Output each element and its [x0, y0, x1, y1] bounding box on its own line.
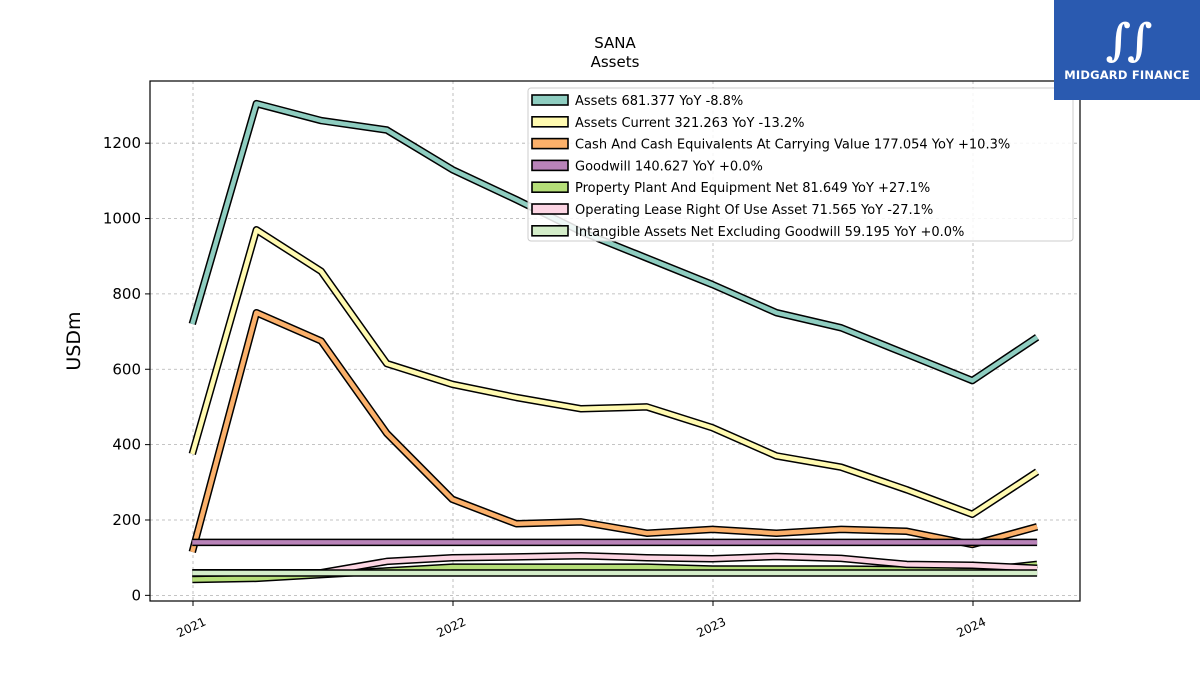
series-line: [190, 310, 1038, 553]
legend-entry-label: Operating Lease Right Of Use Asset 71.56…: [575, 203, 933, 218]
legend-swatch: [531, 94, 569, 106]
legend-box: [527, 87, 1074, 242]
series-line: [190, 227, 1039, 517]
logo-text: MIDGARD FINANCE: [1064, 68, 1190, 82]
legend-entry-label: Cash And Cash Equivalents At Carrying Va…: [575, 138, 1010, 153]
legend-swatch: [531, 203, 569, 215]
chart-title: SANA: [594, 34, 636, 52]
x-tick-label: 2022: [435, 615, 469, 641]
y-tick-label: 400: [112, 436, 141, 454]
x-tick-label: 2023: [695, 615, 729, 641]
legend-entry-label: Property Plant And Equipment Net 81.649 …: [575, 181, 930, 196]
y-tick-label: 200: [112, 511, 141, 529]
legend-swatch: [531, 225, 569, 237]
legend-swatch: [531, 116, 569, 128]
y-tick-label: 800: [112, 285, 141, 303]
logo-mark-icon: ∫∫: [1105, 15, 1153, 66]
series-line-outline: [188, 308, 1039, 553]
brand-logo: ∫∫ MIDGARD FINANCE: [1054, 0, 1200, 100]
series-cash-and-cash-equivalents-at-carrying-value: [188, 308, 1039, 553]
series-assets: [188, 99, 1040, 385]
legend-swatch: [531, 137, 569, 150]
legend-swatch: [531, 159, 569, 172]
series-assets-current: [188, 226, 1040, 519]
y-axis: 0 200 400 600 800 1000 1200: [103, 134, 150, 604]
legend-entry-label: Goodwill 140.627 YoY +0.0%: [575, 159, 763, 174]
x-tick-label: 2021: [175, 615, 209, 641]
series-lines: [188, 99, 1040, 584]
legend: Assets 681.377 YoY -8.8% Assets Current 3…: [527, 87, 1074, 242]
legend-entry-label: Assets 681.377 YoY -8.8%: [575, 94, 743, 109]
y-axis-label: USDm: [63, 311, 85, 370]
y-tick-label: 0: [131, 586, 141, 604]
chart-subtitle: Assets: [591, 53, 640, 71]
legend-swatch: [531, 181, 569, 193]
x-axis: 2021 2022 2023 2024: [175, 601, 989, 641]
x-tick-label: 2024: [955, 615, 989, 641]
plot-frame: [149, 80, 1081, 602]
y-tick-label: 600: [112, 360, 141, 378]
series-line: [190, 101, 1039, 383]
y-tick-label: 1000: [103, 210, 141, 228]
legend-entry-label: Intangible Assets Net Excluding Goodwill…: [575, 225, 964, 240]
legend-entry-label: Assets Current 321.263 YoY -13.2%: [575, 116, 805, 131]
y-tick-label: 1200: [103, 134, 141, 152]
